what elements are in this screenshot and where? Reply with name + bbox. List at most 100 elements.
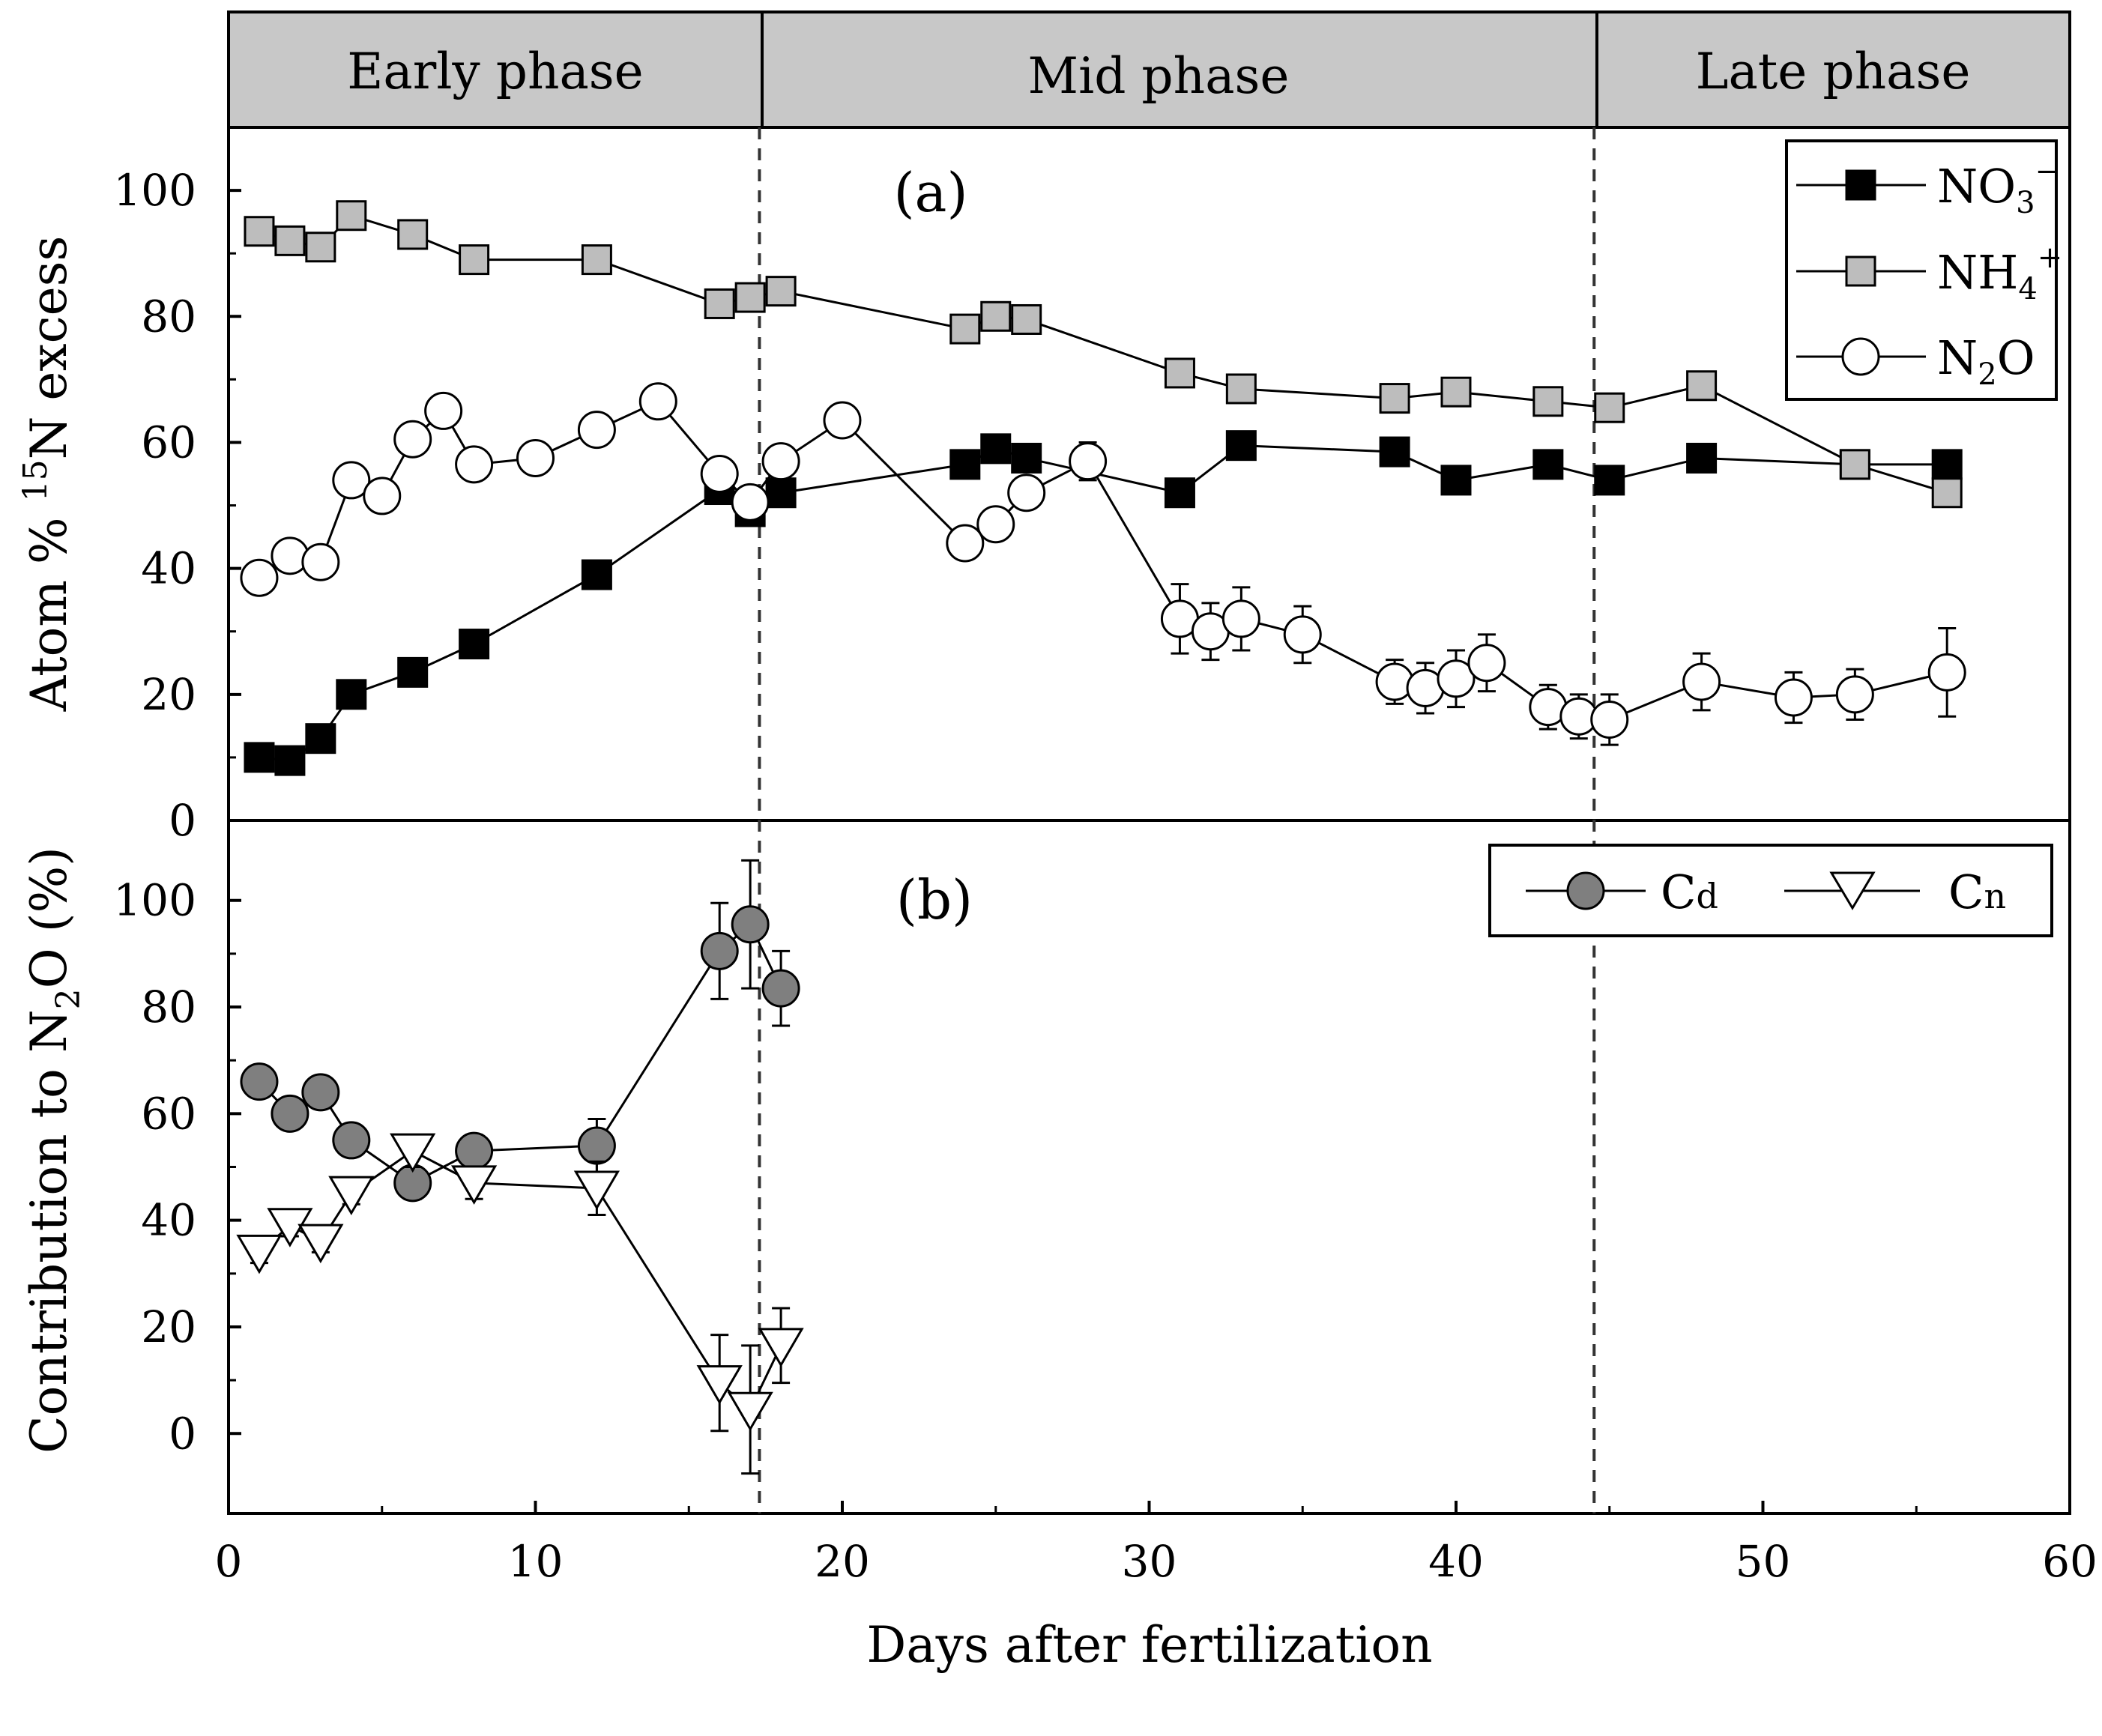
series-layer <box>236 200 1966 1475</box>
x-tick-label: 30 <box>1122 1536 1177 1587</box>
data-point <box>980 433 1012 465</box>
data-point <box>336 679 367 710</box>
legend-a-label-nh4: NH4+ <box>1937 241 2062 306</box>
data-point <box>1225 373 1257 405</box>
data-point <box>1931 449 1963 480</box>
data-point <box>450 1165 498 1205</box>
data-point <box>305 232 336 263</box>
data-point <box>696 1365 743 1405</box>
phase-divider-lines <box>758 127 1596 1513</box>
data-point <box>731 905 770 944</box>
data-point <box>1590 700 1629 739</box>
data-point <box>1532 449 1564 480</box>
data-point <box>765 276 797 307</box>
legend-a-marker-nh4 <box>1845 255 1876 287</box>
series-a-1 <box>244 200 1963 509</box>
x-axis-title: Days after fertilization <box>866 1616 1432 1674</box>
data-point <box>638 382 677 421</box>
legend-b-marker-cn <box>1829 871 1876 910</box>
panel-b-label: (b) <box>896 868 973 931</box>
y-tick-label-b: 80 <box>141 982 196 1032</box>
data-point <box>1011 303 1042 335</box>
series-b-1 <box>236 1133 804 1475</box>
legend-a-marker-no3 <box>1845 169 1876 201</box>
data-point <box>305 723 336 754</box>
data-point <box>949 449 981 480</box>
data-point <box>1221 599 1260 638</box>
data-point <box>581 244 612 276</box>
data-point <box>274 225 306 256</box>
panel-a-y-axis-title: Atom % 15N excess <box>16 236 78 713</box>
data-point <box>700 931 739 970</box>
data-point <box>573 1170 620 1210</box>
data-point <box>1283 615 1322 654</box>
y-tick-label-a: 60 <box>141 417 196 468</box>
y-tick-label-a: 20 <box>141 669 196 720</box>
data-point <box>1379 383 1410 414</box>
data-point <box>581 559 612 590</box>
axes-layer: 0 10 20 30 40 50 60 0 20 40 60 80 100 0 20 40 60 80 100 <box>113 165 2098 1587</box>
data-point <box>459 244 490 276</box>
data-point <box>700 455 739 493</box>
y-tick-label-a: 0 <box>169 795 196 846</box>
data-point <box>1532 386 1564 417</box>
data-point <box>332 461 371 500</box>
data-point <box>271 1094 309 1133</box>
legend-b-marker-cd <box>1566 871 1605 910</box>
data-point <box>390 1133 436 1173</box>
data-point <box>980 300 1012 332</box>
data-point <box>1839 449 1870 480</box>
data-point <box>946 524 985 563</box>
data-point <box>393 420 432 459</box>
series-line <box>259 444 1948 762</box>
data-point <box>1927 653 1966 692</box>
legend-a-marker-n2o <box>1841 337 1880 376</box>
legend-a-label-no3: NO3− <box>1937 154 2060 220</box>
y-tick-label-b: 60 <box>141 1088 196 1139</box>
y-tick-label-a: 80 <box>141 291 196 342</box>
data-point <box>1774 678 1813 717</box>
data-point <box>1164 477 1195 509</box>
data-point <box>244 742 275 773</box>
data-point <box>455 1131 494 1170</box>
data-point <box>1011 442 1042 474</box>
data-point <box>363 477 402 515</box>
data-point <box>271 536 309 575</box>
phase-label-mid: Mid phase <box>1028 47 1290 105</box>
phase-label-late: Late phase <box>1696 43 1971 100</box>
data-point <box>298 1224 344 1264</box>
data-point <box>1682 662 1721 701</box>
data-point <box>1467 644 1506 683</box>
data-point <box>1686 442 1718 474</box>
data-point <box>1437 659 1476 698</box>
panel-a-label: (a) <box>893 161 967 224</box>
legend-b-label-cd: Cd <box>1661 865 1718 919</box>
x-tick-label: 40 <box>1428 1536 1484 1587</box>
data-point <box>727 1391 773 1432</box>
data-point <box>301 1073 340 1112</box>
data-point <box>1594 465 1625 496</box>
x-tick-label: 10 <box>508 1536 564 1587</box>
data-point <box>823 401 862 440</box>
data-point <box>1375 662 1414 701</box>
data-point <box>761 969 800 1008</box>
data-point <box>397 656 429 688</box>
data-point <box>274 745 306 776</box>
legend-panel-a: NO3− NH4+ N2O <box>1785 139 2062 401</box>
y-tick-label-b: 0 <box>169 1408 196 1459</box>
y-tick-label-a: 100 <box>113 165 196 216</box>
data-point <box>1594 392 1625 423</box>
data-point <box>765 477 797 509</box>
series-b-0 <box>240 859 800 1203</box>
data-point <box>240 1062 279 1101</box>
data-point <box>236 1234 283 1274</box>
y-tick-label-a: 40 <box>141 543 196 594</box>
data-point <box>949 313 981 345</box>
x-tick-label: 20 <box>815 1536 870 1587</box>
data-point <box>1440 465 1472 496</box>
data-point <box>1164 357 1195 389</box>
data-point <box>240 558 279 597</box>
y-tick-label-b: 20 <box>141 1301 196 1352</box>
data-point <box>1069 442 1108 481</box>
data-point <box>577 411 616 450</box>
